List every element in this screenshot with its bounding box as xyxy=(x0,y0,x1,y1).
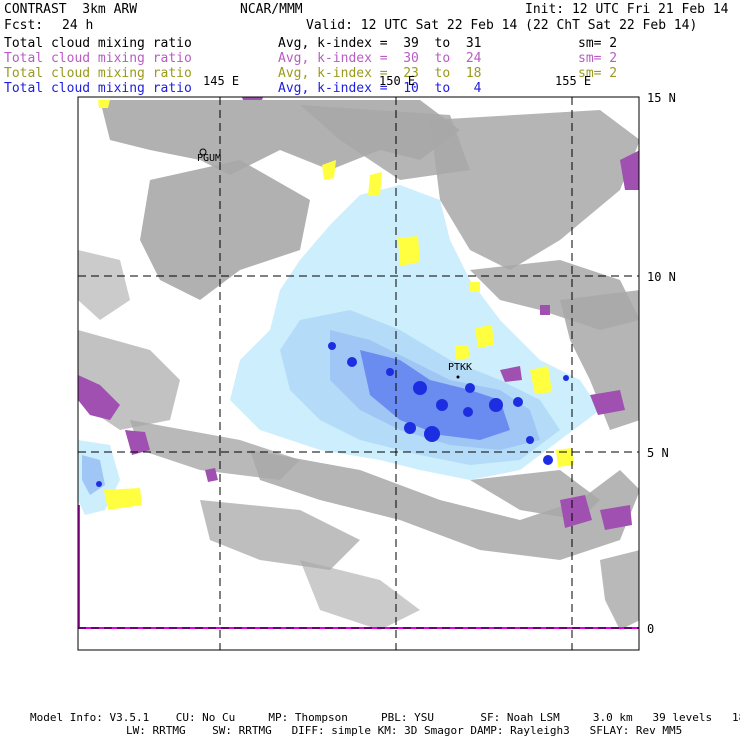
legend-sm-2: sm= 2 xyxy=(578,51,618,66)
org-label: NCAR/MMM xyxy=(240,2,303,17)
legend-field-1: Total cloud mixing ratio xyxy=(4,36,192,51)
yellow-layer xyxy=(98,100,574,510)
lat-label-0: 0 xyxy=(647,622,655,636)
legend-sm-3: sm= 2 xyxy=(578,66,618,81)
map-frame xyxy=(77,96,640,651)
legend-field-3: Total cloud mixing ratio xyxy=(4,66,192,81)
dark-blue-cores xyxy=(96,342,569,487)
lon-label-145: 145 E xyxy=(203,74,240,88)
fcst-value: 24 h xyxy=(62,18,94,33)
blue-cloud-layer xyxy=(78,185,600,515)
legend-avg-4: Avg, k-index = 10 to 4 xyxy=(278,81,482,96)
purple-layer xyxy=(78,97,639,530)
footer-model-info-1: Model Info: V3.5.1 CU: No Cu MP: Thompso… xyxy=(30,711,740,724)
station-label-ptkk: PTKK xyxy=(448,362,473,373)
legend-field-4: Total cloud mixing ratio xyxy=(4,81,192,96)
lat-label-5: 5 N xyxy=(647,446,669,460)
lon-label-155: 155 E xyxy=(555,74,592,88)
legend-avg-3: Avg, k-index = 23 to 18 xyxy=(278,66,482,81)
map-fields xyxy=(78,97,639,630)
legend-field-2: Total cloud mixing ratio xyxy=(4,51,192,66)
ptkk-marker-icon xyxy=(456,375,460,379)
magenta-boundary-line xyxy=(78,505,639,629)
valid-time: Valid: 12 UTC Sat 22 Feb 14 (22 ChT Sat … xyxy=(306,18,698,33)
lat-label-15: 15 N xyxy=(647,91,676,105)
lat-label-10: 10 N xyxy=(647,270,676,284)
gridlines xyxy=(78,96,639,650)
lon-label-150: 150 E xyxy=(379,74,416,88)
gray-cloud-layer xyxy=(78,100,639,630)
legend-sm-1: sm= 2 xyxy=(578,36,618,51)
legend-avg-2: Avg, k-index = 30 to 24 xyxy=(278,51,482,66)
station-label-pgum: PGUM xyxy=(197,153,222,164)
footer-model-info-2: LW: RRTMG SW: RRTMG DIFF: simple KM: 3D … xyxy=(126,724,683,737)
legend-avg-1: Avg, k-index = 39 to 31 xyxy=(278,36,482,51)
fcst-label: Fcst: xyxy=(4,18,44,33)
init-time: Init: 12 UTC Fri 21 Feb 14 xyxy=(525,2,729,17)
model-title: CONTRAST 3km ARW xyxy=(4,2,138,17)
